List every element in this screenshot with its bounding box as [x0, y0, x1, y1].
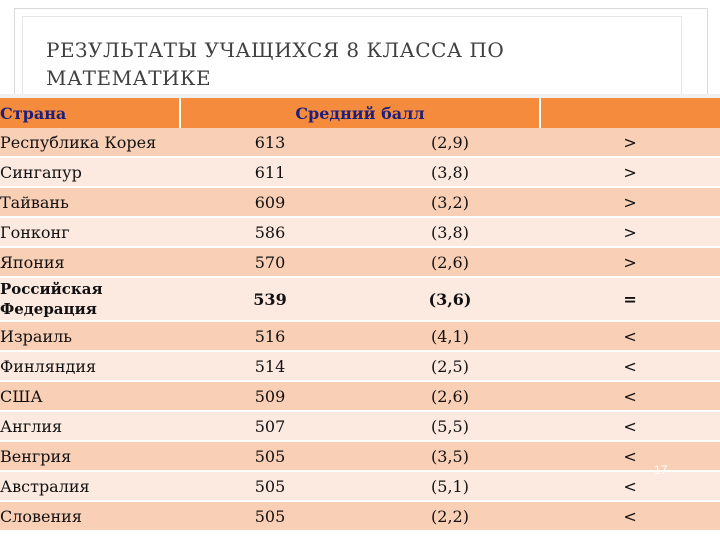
score-cell: 505 — [180, 501, 360, 532]
country-cell: Израиль — [0, 321, 180, 352]
comparison-cell: > — [540, 247, 720, 278]
score-cell: 613 — [180, 128, 360, 158]
comparison-cell: < — [540, 381, 720, 412]
table-row: Республика Корея 613 (2,9) > — [0, 128, 720, 158]
country-cell: Сингапур — [0, 157, 180, 188]
table-row: Словения 505 (2,2) < — [0, 501, 720, 532]
standard-error-cell: (3,8) — [360, 217, 541, 248]
table-row: Англия 507 (5,5) < — [0, 411, 720, 442]
country-cell: Австралия — [0, 471, 180, 502]
standard-error-cell: (3,5) — [360, 441, 541, 472]
table-row: Тайвань 609 (3,2) > — [0, 187, 720, 218]
table-row: Япония 570 (2,6) > — [0, 247, 720, 278]
comparison-cell: < — [540, 471, 720, 502]
comparison-cell: = — [540, 277, 720, 322]
title-divider — [0, 94, 720, 100]
score-cell: 609 — [180, 187, 360, 218]
country-cell: Словения — [0, 501, 180, 532]
country-cell: Венгрия — [0, 441, 180, 472]
comparison-cell: < — [540, 321, 720, 352]
header-comparison — [540, 98, 720, 128]
country-cell: Российская Федерация — [0, 277, 180, 322]
country-cell: Гонконг — [0, 217, 180, 248]
standard-error-cell: (5,5) — [360, 411, 541, 442]
standard-error-cell: (2,6) — [360, 247, 541, 278]
comparison-cell: < — [540, 351, 720, 382]
standard-error-cell: (3,2) — [360, 187, 541, 218]
country-cell: Англия — [0, 411, 180, 442]
header-row: Страна Средний балл — [0, 98, 720, 128]
standard-error-cell: (2,2) — [360, 501, 541, 532]
page-number: 17 — [654, 463, 668, 477]
table-row: США 509 (2,6) < — [0, 381, 720, 412]
score-cell: 611 — [180, 157, 360, 188]
table-row: Сингапур 611 (3,8) > — [0, 157, 720, 188]
standard-error-cell: (3,6) — [360, 277, 541, 322]
table-header: Страна Средний балл — [0, 98, 720, 128]
score-cell: 586 — [180, 217, 360, 248]
comparison-cell: > — [540, 157, 720, 188]
table-body: Республика Корея 613 (2,9) > Сингапур 611 (3,8… — [0, 128, 720, 532]
score-cell: 539 — [180, 277, 360, 322]
country-cell: Республика Корея — [0, 128, 180, 158]
score-cell: 516 — [180, 321, 360, 352]
results-table: Страна Средний балл Республика Корея 613(… — [0, 98, 720, 532]
comparison-cell: > — [540, 128, 720, 158]
country-cell: Финляндия — [0, 351, 180, 382]
score-cell: 505 — [180, 471, 360, 502]
standard-error-cell: (2,6) — [360, 381, 541, 412]
table-row: Израиль 516 (4,1) < — [0, 321, 720, 352]
table-row: Финляндия 514 (2,5) < — [0, 351, 720, 382]
comparison-cell: < — [540, 441, 720, 472]
header-country: Страна — [0, 98, 181, 128]
comparison-cell: > — [540, 187, 720, 218]
score-cell: 514 — [180, 351, 360, 382]
comparison-cell: < — [540, 501, 720, 532]
header-average-score: Средний балл — [180, 98, 542, 128]
standard-error-cell: (4,1) — [360, 321, 541, 352]
standard-error-cell: (2,9) — [360, 128, 541, 158]
country-cell: Тайвань — [0, 187, 180, 218]
score-cell: 507 — [180, 411, 360, 442]
standard-error-cell: (2,5) — [360, 351, 541, 382]
country-cell: США — [0, 381, 180, 412]
slide-title: РЕЗУЛЬТАТЫ УЧАЩИХСЯ 8 КЛАССА ПО МАТЕМАТИ… — [46, 38, 505, 90]
country-cell: Япония — [0, 247, 180, 278]
comparison-cell: < — [540, 411, 720, 442]
table-row: Венгрия 505 (3,5) < — [0, 441, 720, 472]
table-row: Австралия 505 (5,1) < — [0, 471, 720, 502]
table-row: Российская Федерация 539 (3,6) = — [0, 277, 720, 322]
score-cell: 505 — [180, 441, 360, 472]
table-row: Гонконг 586 (3,8) > — [0, 217, 720, 248]
standard-error-cell: (3,8) — [360, 157, 541, 188]
score-cell: 509 — [180, 381, 360, 412]
comparison-cell: > — [540, 217, 720, 248]
standard-error-cell: (5,1) — [360, 471, 541, 502]
score-cell: 570 — [180, 247, 360, 278]
